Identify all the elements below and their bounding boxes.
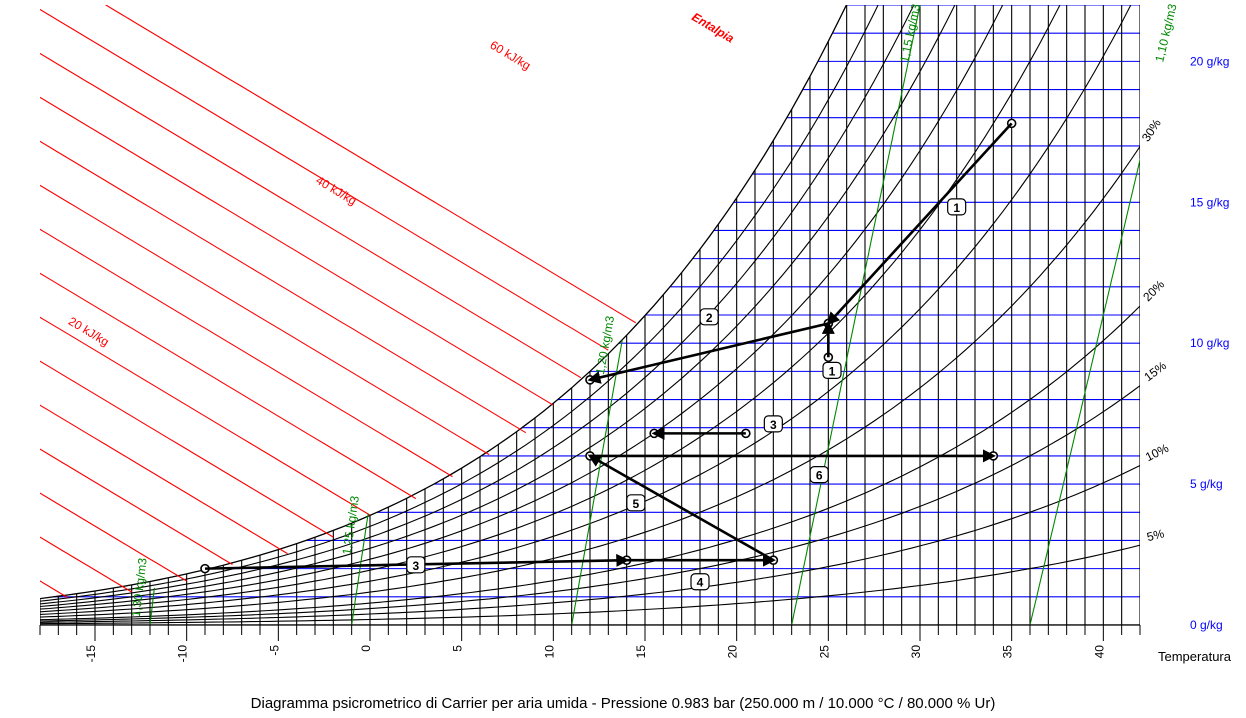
x-tick--5: -5 — [267, 645, 281, 656]
rh-label-10: 10% — [1143, 441, 1171, 464]
humidity-label-10: 10 g/kg — [1190, 336, 1229, 350]
enthalpy-label-40: 40 kJ/kg — [313, 173, 359, 208]
x-tick--15: -15 — [84, 645, 98, 663]
x-tick-10: 10 — [542, 645, 556, 659]
x-tick--10: -10 — [176, 645, 190, 663]
rh-label-20: 20% — [1140, 277, 1167, 304]
chart-caption: Diagramma psicrometrico di Carrier per a… — [251, 695, 996, 712]
psychrometric-chart: 5% 10% 15% 20% 30% 40% 20 kJ/kg 40 kJ/kg 60 kJ/k… — [0, 0, 1246, 718]
rh-label-5: 5% — [1145, 526, 1166, 544]
humidity-label-20: 20 g/kg — [1190, 54, 1229, 68]
density-label-1,30: 1,30 kg/m3 — [129, 557, 150, 618]
process-label-6: 6 — [816, 469, 823, 483]
rh-label-15: 15% — [1141, 358, 1169, 384]
enthalpy-title: Entalpia — [689, 10, 737, 46]
process-label-3: 3 — [770, 418, 777, 432]
density-label-1,20: 1,20 kg/m3 — [593, 314, 617, 375]
x-axis-label: Temperatura — [1158, 649, 1232, 664]
process-label-2: 2 — [706, 311, 713, 325]
x-tick-30: 30 — [909, 645, 923, 659]
rh-label-30: 30% — [1139, 116, 1164, 144]
process-label-3: 3 — [412, 559, 419, 573]
enthalpy-label-20: 20 kJ/kg — [66, 314, 112, 349]
x-tick-35: 35 — [1001, 645, 1015, 659]
humidity-label-5: 5 g/kg — [1190, 477, 1223, 491]
process-label-5: 5 — [632, 497, 639, 511]
x-tick-40: 40 — [1092, 645, 1106, 659]
process-label-4: 4 — [697, 576, 704, 590]
x-tick-15: 15 — [634, 645, 648, 659]
x-tick-20: 20 — [726, 645, 740, 659]
x-tick-0: 0 — [359, 645, 373, 652]
enthalpy-label-60: 60 kJ/kg — [488, 38, 534, 73]
x-tick-25: 25 — [817, 645, 831, 659]
process-label-1: 1 — [829, 364, 836, 378]
density-label-1,25: 1,25 kg/m3 — [339, 495, 362, 556]
humidity-label-15: 15 g/kg — [1190, 195, 1229, 209]
density-label-1,10: 1,10 kg/m3 — [1152, 2, 1179, 63]
x-tick-5: 5 — [451, 645, 465, 652]
rh-label-40: 40% — [1129, 0, 1153, 2]
chart-svg: 5% 10% 15% 20% 30% 40% 20 kJ/kg 40 kJ/kg 60 kJ/k… — [0, 0, 1246, 718]
humidity-label-0: 0 g/kg — [1190, 618, 1223, 632]
process-label-1: 1 — [953, 201, 960, 215]
